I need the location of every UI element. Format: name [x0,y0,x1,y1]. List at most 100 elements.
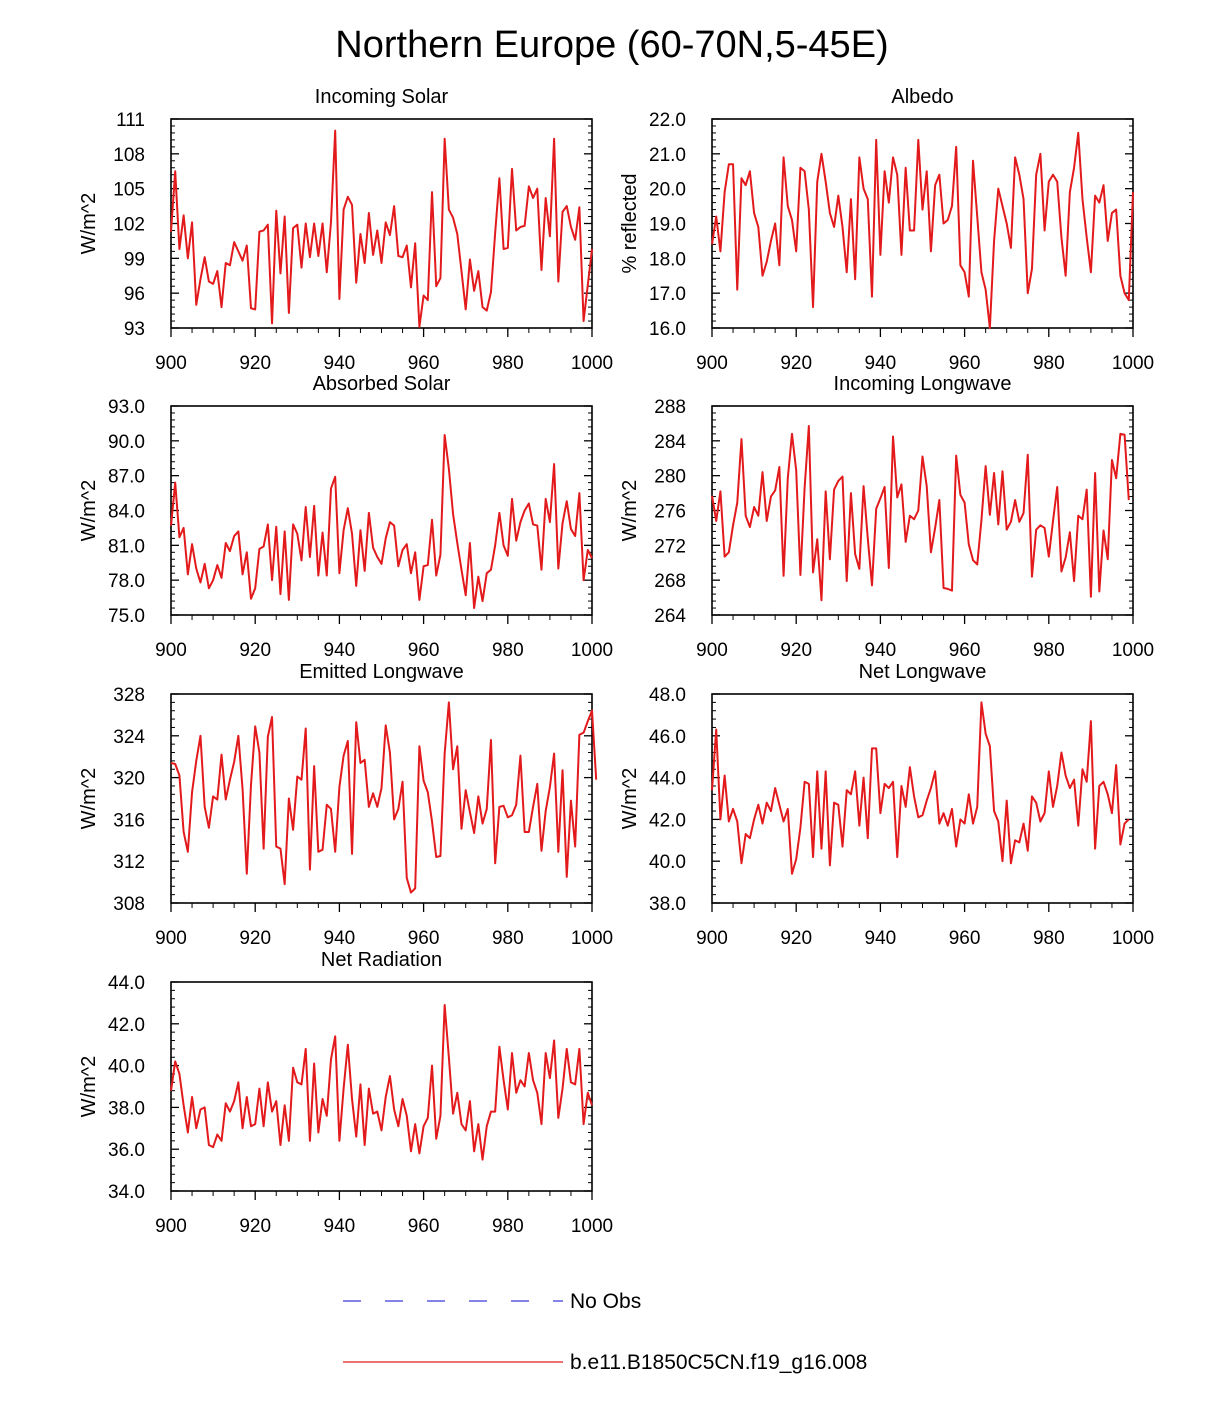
y-tick-label: 38.0 [649,894,686,915]
legend-label-no-obs: No Obs [570,1290,641,1313]
x-tick-label: 1000 [571,928,613,949]
panel-incoming-longwave: Incoming Longwave W/m^2 264 268 272 276 280 284… [619,373,1154,661]
x-tick-label: 960 [949,928,981,949]
legend-entry-model: b.e11.B1850C5CN.f19_g16.008 [343,1351,867,1374]
y-tick-label: 40.0 [649,852,686,873]
x-tick-label: 900 [155,1216,187,1237]
x-tick-label: 960 [408,1216,440,1237]
panel-title: Incoming Solar [315,86,449,108]
x-tick-label: 1000 [1112,353,1154,374]
y-tick-label: 111 [116,110,145,131]
panel-albedo: Albedo % reflected 16.0 17.0 18.0 19.0 20.0 21.… [619,86,1154,374]
x-tick-label: 900 [696,640,728,661]
x-tick-label: 920 [239,1216,271,1237]
y-axis-label: W/m^2 [78,1056,100,1118]
series-line-absorbed-solar [170,434,593,610]
y-tick-label: 99 [124,249,145,270]
x-tick-label: 960 [408,928,440,949]
y-axis-label: W/m^2 [78,193,100,255]
y-tick-label: 102 [113,215,145,236]
x-tick-label: 980 [492,353,524,374]
x-tick-label: 900 [696,928,728,949]
series-line-net-radiation [170,1003,593,1161]
y-tick-label: 90.0 [108,432,145,453]
panel-title: Emitted Longwave [299,661,464,683]
y-tick-label: 34.0 [108,1182,145,1203]
y-tick-label: 324 [113,727,145,748]
y-tick-label: 44.0 [649,769,686,790]
x-tick-label: 940 [865,928,897,949]
x-tick-label: 960 [949,353,981,374]
x-tick-label: 900 [696,353,728,374]
series-line-emitted-longwave [170,701,598,894]
figure-title: Northern Europe (60-70N,5-45E) [335,24,888,66]
x-tick-label: 920 [239,640,271,661]
panel-title: Incoming Longwave [834,373,1012,395]
panel-emitted-longwave: Emitted Longwave W/m^2 308 312 316 320 324 328 9… [78,661,613,949]
x-tick-label: 900 [155,640,187,661]
legend-entry-no-obs: No Obs [343,1290,641,1313]
plot-frame [170,981,593,1192]
y-tick-label: 105 [113,180,145,201]
y-axis-label: W/m^2 [619,768,641,830]
x-tick-label: 1000 [571,640,613,661]
y-tick-label: 268 [654,571,686,592]
y-tick-label: 93.0 [108,397,145,418]
series-line-incoming-longwave [711,425,1130,602]
y-tick-label: 264 [654,606,686,627]
y-tick-label: 288 [654,397,686,418]
x-tick-label: 900 [155,353,187,374]
x-tick-label: 940 [865,640,897,661]
x-tick-label: 960 [408,353,440,374]
y-tick-label: 19.0 [649,215,686,236]
x-tick-label: 920 [780,640,812,661]
panel-absorbed-solar: Absorbed Solar W/m^2 75.0 78.0 81.0 84.0 87.0 9… [78,373,613,661]
y-tick-label: 284 [654,432,686,453]
x-tick-label: 1000 [1112,640,1154,661]
panel-title: Net Radiation [321,949,442,971]
y-tick-label: 42.0 [649,810,686,831]
y-tick-label: 18.0 [649,249,686,270]
x-tick-label: 920 [239,353,271,374]
y-tick-label: 40.0 [108,1057,145,1078]
y-axis-label: W/m^2 [619,480,641,542]
x-tick-label: 900 [155,928,187,949]
y-tick-label: 316 [113,810,145,831]
panels: Incoming Solar W/m^2 93 96 99 102 105 108 111 900… [78,86,1154,1237]
x-tick-label: 980 [492,1216,524,1237]
y-tick-label: 328 [113,685,145,706]
plot-frame [170,405,593,616]
y-tick-label: 20.0 [649,180,686,201]
x-tick-label: 960 [949,640,981,661]
x-tick-label: 1000 [571,1216,613,1237]
y-tick-label: 21.0 [649,145,686,166]
y-tick-label: 36.0 [108,1140,145,1161]
y-tick-label: 108 [113,145,145,166]
y-axis-label: W/m^2 [78,480,100,542]
y-tick-label: 44.0 [108,973,145,994]
y-tick-label: 78.0 [108,571,145,592]
legend: No Obs b.e11.B1850C5CN.f19_g16.008 [343,1290,867,1374]
x-tick-label: 920 [239,928,271,949]
panel-title: Albedo [891,86,953,108]
y-tick-label: 96 [124,284,145,305]
y-tick-label: 16.0 [649,319,686,340]
y-tick-label: 46.0 [649,727,686,748]
y-tick-label: 312 [113,852,145,873]
x-tick-label: 960 [408,640,440,661]
x-tick-label: 940 [324,353,356,374]
series-line-net-longwave [711,701,1130,875]
y-tick-label: 308 [113,894,145,915]
y-axis-label: W/m^2 [78,768,100,830]
legend-label-model: b.e11.B1850C5CN.f19_g16.008 [570,1351,867,1374]
panel-net-longwave: Net Longwave W/m^2 38.0 40.0 42.0 44.0 46.0 48.… [619,661,1154,949]
x-tick-label: 940 [324,1216,356,1237]
y-tick-label: 22.0 [649,110,686,131]
plot-frame [170,118,593,329]
y-tick-label: 75.0 [108,606,145,627]
y-tick-label: 42.0 [108,1015,145,1036]
y-axis-label: % reflected [619,173,641,273]
y-tick-label: 84.0 [108,502,145,523]
plot-frame [711,693,1134,904]
